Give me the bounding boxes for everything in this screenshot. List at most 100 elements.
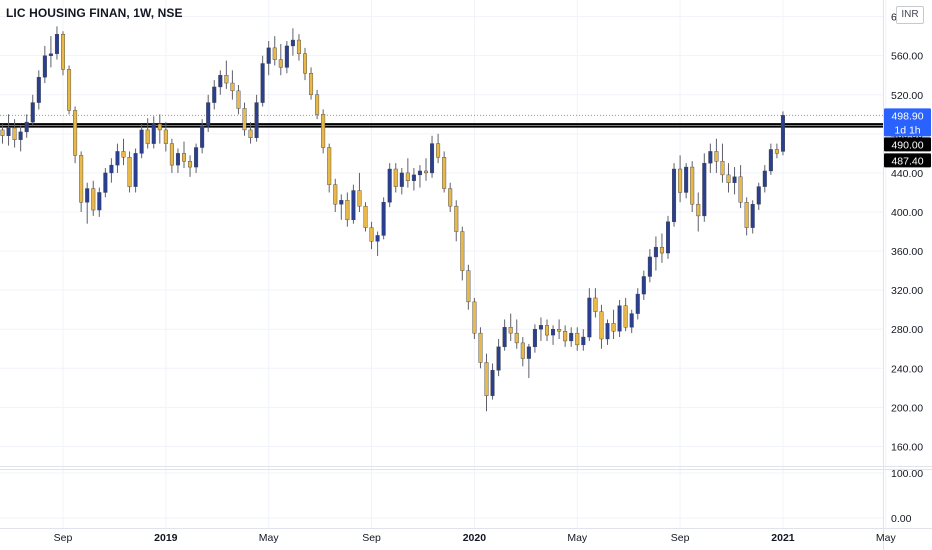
candle	[448, 182, 453, 212]
candle	[6, 114, 11, 146]
candle-body	[756, 186, 761, 205]
candle-body	[272, 47, 277, 60]
candle	[236, 84, 241, 115]
candle-body	[145, 129, 150, 144]
line-price-badge	[884, 153, 931, 168]
time-tick-label: 2020	[463, 532, 487, 544]
candle-body	[526, 346, 531, 359]
candle-body	[218, 75, 223, 88]
candle-body	[121, 151, 126, 158]
candle	[266, 41, 271, 76]
price-tick-label: 240.00	[891, 363, 923, 375]
candle	[188, 155, 193, 177]
price-tick-label: 400.00	[891, 207, 923, 219]
candle	[375, 231, 380, 256]
candle	[762, 165, 767, 193]
candle	[0, 124, 5, 144]
candle-body	[678, 168, 683, 193]
candle-body	[496, 346, 501, 371]
candle-body	[175, 153, 180, 166]
candle-body	[581, 336, 586, 346]
candle	[774, 143, 779, 159]
candle	[472, 297, 477, 339]
candle-body	[666, 221, 671, 254]
candle	[303, 47, 308, 81]
candle-body	[702, 162, 707, 217]
candle-body	[296, 39, 301, 54]
candle	[36, 70, 41, 110]
candle-body	[224, 75, 229, 84]
candle-body	[36, 76, 41, 103]
candle	[200, 119, 205, 154]
candle	[339, 194, 344, 220]
candle-body	[18, 131, 23, 140]
candle-body	[139, 129, 144, 154]
candle	[532, 324, 537, 353]
candle	[442, 151, 447, 193]
candle-body	[738, 176, 743, 203]
candle-body	[375, 235, 380, 242]
candle	[242, 102, 247, 136]
candle	[369, 221, 374, 250]
candle-body	[151, 123, 156, 144]
candle	[702, 153, 707, 222]
candle-body	[303, 53, 308, 74]
candle	[424, 158, 429, 181]
candle-body	[714, 151, 719, 162]
candle	[696, 192, 701, 232]
candle	[581, 329, 586, 351]
candle	[109, 158, 114, 183]
candle	[139, 124, 144, 159]
candle	[18, 126, 23, 152]
candle	[551, 325, 556, 345]
horizontal-lines	[0, 114, 883, 128]
candle	[714, 138, 719, 173]
candle	[327, 143, 332, 193]
candle	[672, 163, 677, 227]
candle	[48, 36, 53, 68]
candle	[315, 89, 320, 120]
candle-body	[363, 205, 368, 228]
candle-body	[442, 157, 447, 189]
candle	[417, 165, 422, 188]
candle	[678, 155, 683, 203]
time-tick-label: 2019	[154, 532, 178, 544]
candle-body	[85, 188, 90, 203]
candle	[593, 288, 598, 318]
candle-body	[181, 153, 186, 162]
candle-body	[157, 123, 162, 131]
time-tick-label: Sep	[362, 532, 381, 544]
candle-body	[575, 332, 580, 346]
candle	[121, 138, 126, 166]
candle-body	[780, 115, 785, 152]
currency-button[interactable]: INR	[896, 6, 924, 24]
candle-body	[545, 325, 550, 336]
candle-body	[333, 184, 338, 205]
time-tick-label: Sep	[671, 532, 690, 544]
candle	[430, 135, 435, 178]
candle	[357, 172, 362, 212]
candle-body	[466, 270, 471, 303]
price-tick-label: 160.00	[891, 441, 923, 453]
candle-body	[448, 188, 453, 207]
candle-body	[206, 102, 211, 127]
candle-body	[79, 155, 84, 203]
candle-body	[593, 297, 598, 312]
candle-body	[417, 170, 422, 176]
candle	[732, 167, 737, 195]
candle	[605, 319, 610, 345]
candle	[617, 299, 622, 338]
candle	[635, 288, 640, 320]
candle-body	[672, 168, 677, 222]
candle-body	[278, 59, 283, 68]
candle-body	[115, 151, 120, 166]
candle-body	[605, 323, 610, 340]
candle-body	[508, 327, 513, 334]
candle-body	[381, 202, 386, 236]
candle-body	[284, 45, 289, 68]
candle-body	[236, 90, 241, 109]
candle	[157, 114, 162, 144]
candle-body	[127, 157, 132, 187]
